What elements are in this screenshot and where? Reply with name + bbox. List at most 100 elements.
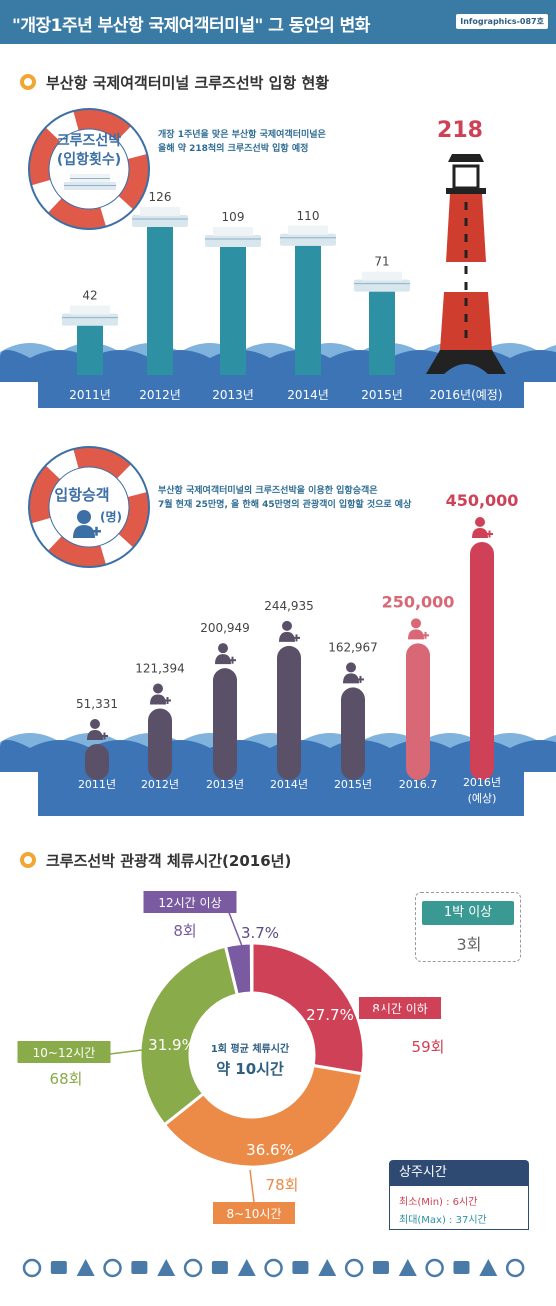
person-icon-plus — [103, 732, 106, 740]
person-icon-head — [282, 620, 292, 631]
person-icon-body — [215, 654, 231, 665]
footer-icon-strip — [22, 1258, 525, 1278]
suitcase-icon-shape — [183, 1258, 203, 1278]
car2-icon — [398, 1259, 417, 1276]
x-axis-label: 2016.7 — [399, 778, 438, 791]
section1-title: 부산항 국제여객터미널 크루즈선박 입항 현황 — [20, 72, 329, 93]
pin-icon-shape — [318, 1259, 337, 1276]
infographic-code-badge: Infographics-087호 — [456, 14, 548, 29]
bar-value-label: 250,000 — [382, 592, 455, 611]
bar-value-label: 450,000 — [446, 491, 519, 510]
ring-label-2a: 입항승객 — [54, 486, 110, 504]
cruise-arrivals-chart: 42 2011년 126 2012년 109 2013년 110 2014년 71 2015년 20… — [0, 154, 556, 408]
banana-icon — [292, 1261, 309, 1274]
banana-icon-shape — [292, 1261, 309, 1274]
wave — [0, 350, 556, 382]
slice-name-badge — [17, 1041, 111, 1063]
donut-slice — [162, 1063, 365, 1169]
cocktail-icon-shape — [103, 1258, 122, 1278]
ring-label: 크루즈선박 (입항횟수) — [56, 133, 122, 168]
person-icon-plus — [166, 696, 169, 704]
bar — [341, 687, 365, 780]
bar-value-label: 200,949 — [200, 621, 250, 635]
ice-cream-icon-shape — [22, 1258, 42, 1278]
bar — [77, 325, 103, 375]
bar — [295, 245, 321, 375]
slice-count-label: 8회 — [173, 922, 196, 940]
stay-time-box: 상주시간 최소(Min) : 6시간 최대(Max) : 37시간 — [389, 1160, 529, 1230]
slice-name-badge — [143, 891, 237, 913]
lighthouse-red-top — [446, 194, 486, 262]
car-icon-shape — [344, 1258, 364, 1278]
bar — [220, 246, 246, 375]
lighthouse-icon — [426, 154, 506, 374]
section3-title: 크루즈선박 관광객 체류시간(2016년) — [20, 850, 291, 871]
cloche-icon — [372, 1261, 389, 1274]
cocktail-icon — [103, 1258, 122, 1278]
x-axis-label: 2012년 — [141, 778, 179, 791]
ship-deck — [362, 271, 402, 281]
ship-icon — [354, 279, 410, 292]
ship-deck — [140, 207, 180, 216]
slice-name-badge — [213, 1202, 295, 1224]
leader-line — [359, 1009, 389, 1016]
slice-name-label: 8~10시간 — [226, 1207, 281, 1221]
bullet-icon — [20, 74, 36, 90]
person-icon-head — [153, 683, 163, 694]
section1-note: 개장 1주년을 맞은 부산항 국제여객터미널은 올해 약 218척의 크루즈선박… — [158, 130, 326, 154]
cruise-ship-icon — [64, 174, 116, 190]
sun-icon-shape — [211, 1261, 228, 1274]
bar — [406, 643, 430, 780]
ring-label-2b: (명) — [99, 510, 122, 524]
wheel-icon — [425, 1258, 444, 1278]
person-icon-head — [218, 643, 228, 654]
person-icon-body — [150, 694, 166, 705]
car2-icon-shape — [398, 1259, 417, 1276]
header-bar: "개장1주년 부산항 국제여객터미널" 그 동안의 변화 Infographic… — [0, 0, 556, 44]
bar-value-label: 162,967 — [328, 640, 378, 654]
bar — [277, 645, 301, 780]
x-axis-label: 2011년 — [78, 778, 116, 791]
ship-icon — [62, 313, 118, 326]
ship-deck — [213, 226, 253, 236]
bar — [369, 291, 395, 375]
bar-value-label: 126 — [149, 190, 172, 204]
lighthouse-value: 218 — [437, 118, 483, 143]
slice-name-label: 10~12시간 — [33, 1046, 96, 1060]
stay-time-donut-chart: 27.7% 8시간 이하 59회 36.6% 8~10시간 78회 31.9% 10~12시간… — [17, 891, 444, 1224]
ship-deck — [288, 225, 328, 235]
overnight-label: 1박 이상 — [422, 901, 514, 925]
person-icon-body — [472, 528, 488, 538]
x-axis-label: 2015년 — [334, 778, 372, 791]
suitcase-icon — [183, 1258, 203, 1278]
lifering-icon-2 — [28, 446, 150, 568]
utensils-icon-shape — [50, 1261, 67, 1274]
leader-line — [227, 909, 243, 947]
center-label: 1회 평균 체류시간 약 10시간 — [210, 1044, 290, 1078]
person-icon-head — [411, 618, 421, 629]
bar-value-label: 110 — [297, 209, 320, 223]
person-icon-head — [475, 517, 485, 527]
pin-icon — [318, 1259, 337, 1276]
clock-icon-shape — [76, 1259, 95, 1276]
car3-icon-shape — [479, 1259, 498, 1276]
camera-icon — [131, 1261, 148, 1274]
person-icon-head — [90, 718, 100, 729]
flower-icon — [453, 1261, 470, 1274]
bar-value-label: 42 — [82, 289, 97, 303]
bar — [148, 708, 172, 780]
lighthouse-gallery — [446, 188, 486, 194]
x-axis-label: 2015년 — [361, 388, 403, 402]
person-icon-plus — [231, 656, 234, 664]
slice-percent-label: 36.6% — [246, 1141, 294, 1159]
person-icon-head — [346, 662, 356, 673]
x-axis-label: 2011년 — [69, 388, 111, 402]
x-axis-label: 2014년 — [287, 388, 329, 402]
wheel-icon-shape — [425, 1258, 444, 1278]
car3-icon — [479, 1259, 498, 1276]
x-axis-label: (예상) — [468, 792, 497, 805]
lighthouse-base — [426, 350, 506, 374]
utensils-icon — [50, 1261, 67, 1274]
ship2-icon-shape — [505, 1258, 525, 1278]
